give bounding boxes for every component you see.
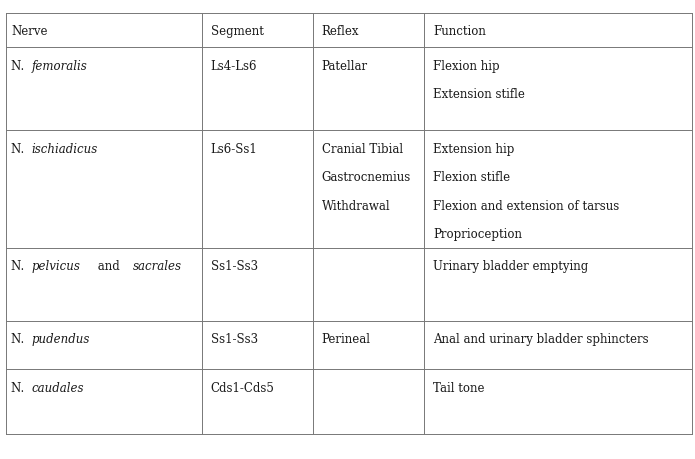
Text: pelvicus: pelvicus (31, 259, 80, 272)
Text: N.: N. (11, 60, 26, 73)
Text: Proprioception: Proprioception (433, 228, 522, 241)
Text: Anal and urinary bladder sphincters: Anal and urinary bladder sphincters (433, 333, 648, 346)
Text: ischiadicus: ischiadicus (31, 142, 97, 155)
Text: N.: N. (11, 142, 26, 155)
Text: Withdrawal: Withdrawal (322, 199, 391, 212)
Text: Flexion stifle: Flexion stifle (433, 171, 510, 184)
Text: pudendus: pudendus (31, 333, 90, 346)
Text: Ss1-Ss3: Ss1-Ss3 (211, 333, 258, 346)
Text: N.: N. (11, 381, 26, 394)
Text: Urinary bladder emptying: Urinary bladder emptying (433, 259, 588, 272)
Text: Ls4-Ls6: Ls4-Ls6 (211, 60, 257, 73)
Text: caudales: caudales (31, 381, 84, 394)
Text: N.: N. (11, 259, 26, 272)
Text: Reflex: Reflex (322, 25, 359, 38)
Text: Flexion hip: Flexion hip (433, 60, 500, 73)
Text: Extension hip: Extension hip (433, 142, 514, 155)
Text: Perineal: Perineal (322, 333, 371, 346)
Text: Gastrocnemius: Gastrocnemius (322, 171, 411, 184)
Text: N.: N. (11, 333, 26, 346)
Text: femoralis: femoralis (31, 60, 87, 73)
Text: sacrales: sacrales (133, 259, 181, 272)
Text: Extension stifle: Extension stifle (433, 88, 525, 101)
Text: Ss1-Ss3: Ss1-Ss3 (211, 259, 258, 272)
Text: Segment: Segment (211, 25, 263, 38)
Text: Cds1-Cds5: Cds1-Cds5 (211, 381, 275, 394)
Text: and: and (95, 259, 124, 272)
Text: Patellar: Patellar (322, 60, 368, 73)
Text: Tail tone: Tail tone (433, 381, 484, 394)
Text: Flexion and extension of tarsus: Flexion and extension of tarsus (433, 199, 619, 212)
Text: Function: Function (433, 25, 486, 38)
Text: Cranial Tibial: Cranial Tibial (322, 142, 403, 155)
Text: Nerve: Nerve (11, 25, 48, 38)
Text: Ls6-Ss1: Ls6-Ss1 (211, 142, 257, 155)
